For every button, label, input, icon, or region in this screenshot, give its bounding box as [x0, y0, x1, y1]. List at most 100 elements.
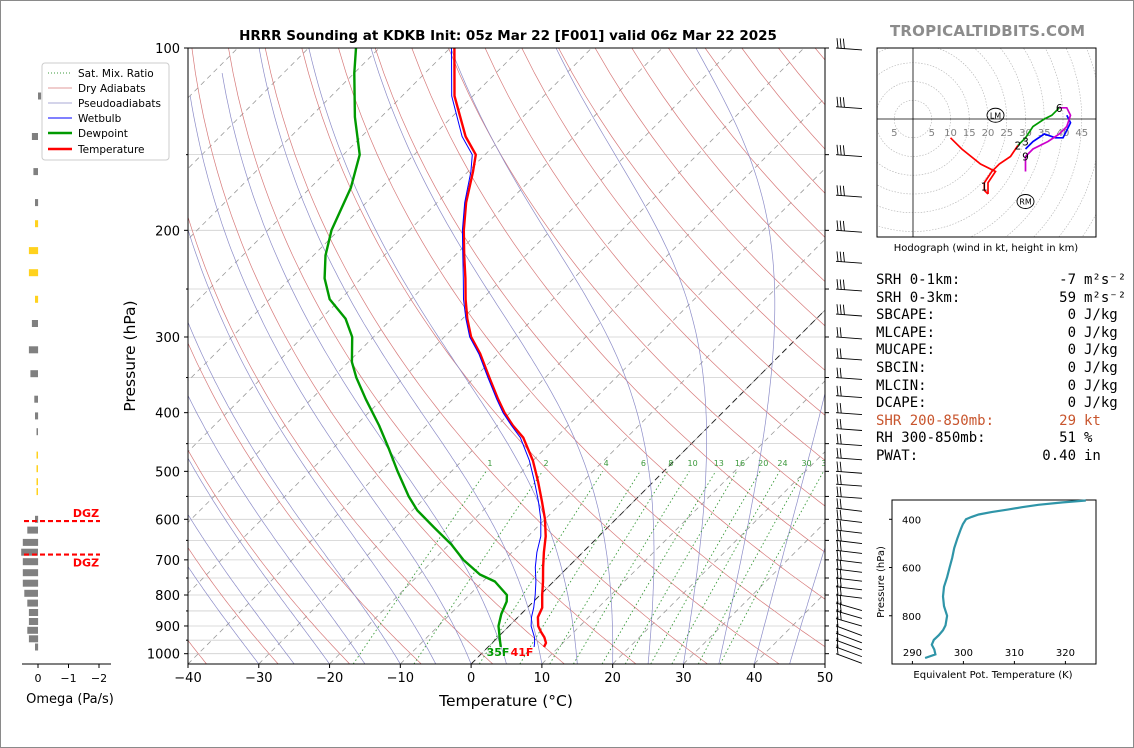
mixing-ratio-line: [519, 471, 641, 664]
skewt-axes-frame: [187, 47, 826, 665]
mixing-ratio-line: [549, 471, 668, 664]
dry-adiabat-line: [558, 48, 825, 371]
dry-adiabat-line: [301, 48, 780, 664]
wind-barb-flag: [836, 559, 839, 570]
wind-barb-shaft: [835, 428, 863, 431]
wind-barb-shaft: [835, 106, 863, 110]
omega-bar: [35, 515, 39, 523]
hodograph-ring-label: 10: [944, 128, 957, 139]
stats-row: RH 300-850mb: 51%: [876, 430, 1126, 448]
wind-barb-flag: [839, 38, 842, 49]
x-tick-label: 20: [604, 671, 621, 686]
chart-title: HRRR Sounding at KDKB Init: 05z Mar 22 […: [239, 28, 777, 44]
omega-bar: [36, 465, 38, 473]
omega-bar: [36, 428, 38, 436]
omega-bar: [31, 133, 38, 140]
omega-x-tick-label: −2: [91, 672, 107, 685]
mixing-ratio-label: 16: [735, 459, 745, 468]
stats-row: PWAT: 0.40 in: [876, 448, 1126, 466]
pseudo-adiabat-line: [188, 321, 401, 664]
wind-barb-shaft: [835, 495, 863, 499]
stats-label: SHR 200-850mb:: [876, 412, 995, 429]
mixing-ratio-line: [352, 471, 487, 664]
wind-barb: [835, 530, 863, 544]
mixing-ratio-label: 4: [604, 459, 609, 468]
wind-barb-flag: [836, 38, 839, 49]
omega-bar: [31, 320, 38, 327]
pseudo-adiabat-line: [555, 48, 707, 664]
wind-barb-flag: [836, 601, 839, 612]
isotherm-zero-line: [470, 309, 825, 664]
wind-barb-flag: [836, 144, 839, 155]
wind-barb: [835, 327, 863, 340]
stats-row: DCAPE: 0 J/kg: [876, 395, 1126, 413]
stats-row: MUCAPE: 0 J/kg: [876, 342, 1126, 360]
omega-bar: [27, 599, 38, 607]
y-tick-label: 300: [155, 331, 180, 346]
wind-barb-flag: [836, 447, 839, 459]
mixing-ratio-line: [650, 471, 761, 664]
stats-value: 0: [1067, 377, 1076, 394]
hodograph-marker-label: LM: [990, 111, 1001, 120]
wind-barb-flag: [839, 594, 842, 605]
y-tick-label: 1000: [147, 648, 180, 663]
wind-barb: [835, 630, 863, 651]
theta-e-x-tick-label: 290: [903, 648, 922, 659]
stats-unit: J/kg: [1084, 359, 1118, 376]
pseudo-adiabat-line: [188, 513, 295, 664]
wind-barb: [835, 220, 863, 233]
wind-barb-shaft: [835, 288, 863, 292]
omega-bar: [22, 569, 39, 577]
stats-row: SHR 200-850mb: 29 kt: [876, 413, 1126, 431]
x-tick-label: 40: [746, 671, 763, 686]
omega-bar: [21, 548, 38, 556]
stats-value: 29: [1059, 412, 1076, 429]
omega-bar: [33, 168, 38, 176]
wind-barb-flag: [839, 448, 842, 459]
hodograph-height-label: 6: [1056, 103, 1063, 115]
wind-barb-flag: [839, 185, 842, 196]
wind-barb-flag: [839, 520, 842, 531]
wind-barb-shaft: [835, 470, 863, 474]
wind-barb-shaft: [835, 377, 863, 380]
pseudo-adiabat-line: [753, 391, 825, 664]
wind-barb: [835, 486, 863, 499]
wind-barb-flag: [839, 602, 842, 613]
pseudo-adiabat-line: [450, 48, 655, 664]
hodograph-marker-rm: [1016, 194, 1035, 209]
stats-unit: m²s⁻²: [1084, 289, 1127, 306]
omega-bar: [28, 635, 39, 643]
wind-barb: [835, 144, 863, 158]
x-tick-label: 30: [675, 671, 692, 686]
wind-barb-flag: [842, 38, 845, 49]
dry-adiabat-line: [484, 48, 825, 461]
isotherm-line: [612, 451, 825, 664]
series-temperature-line: [453, 48, 548, 648]
wind-barb-flag: [839, 585, 842, 596]
pseudo-adiabat-line: [188, 228, 437, 664]
wind-barb: [835, 509, 863, 523]
dry-adiabat-line: [188, 342, 422, 664]
wind-barb-shaft: [835, 260, 863, 264]
series-wetbulb-line: [451, 48, 542, 648]
wind-barb: [835, 637, 863, 658]
wind-barb-flag: [839, 568, 842, 579]
mixing-ratio-line: [697, 471, 804, 664]
wind-barb-flag: [842, 220, 845, 231]
stats-row: SRH 0-1km: -7 m²s⁻²: [876, 272, 1126, 290]
mixing-ratio-line: [413, 471, 543, 664]
wind-barb-flag: [839, 433, 842, 445]
wind-barb-flag: [836, 461, 839, 472]
omega-bar: [28, 269, 39, 277]
wind-barb-shaft: [835, 357, 863, 361]
theta-e-y-tick-label: 800: [902, 612, 921, 623]
y-tick-label: 400: [155, 407, 180, 422]
mixing-ratio-label: 24: [777, 459, 787, 468]
wind-barb-flag: [839, 348, 842, 359]
wind-barb-flag: [836, 385, 839, 396]
omega-bar: [35, 220, 39, 228]
wind-barb: [835, 498, 863, 512]
wind-barb-flag: [839, 327, 842, 338]
surface-temperature-label: 41F: [511, 646, 534, 659]
skewt-ylabel: Pressure (hPa): [121, 300, 139, 411]
